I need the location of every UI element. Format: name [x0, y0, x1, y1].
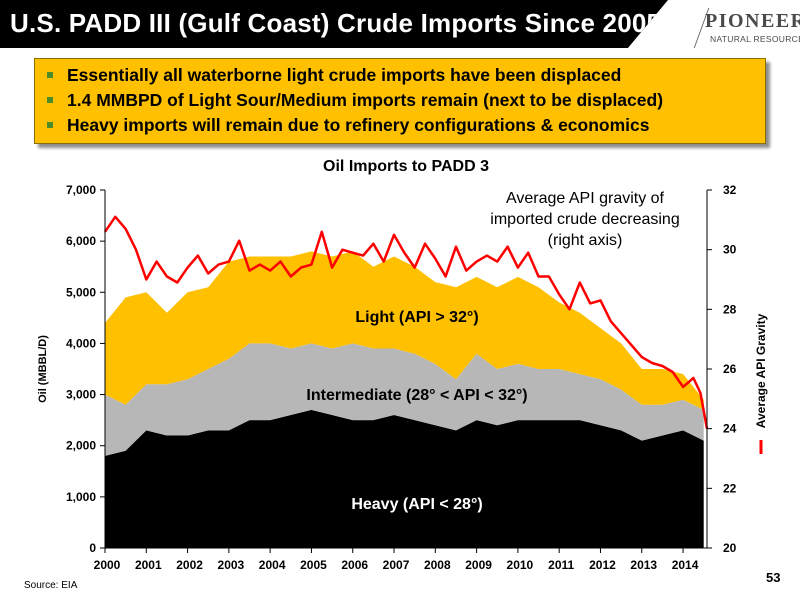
- label-intermediate: Intermediate (28° < API < 32°): [306, 387, 527, 404]
- x-tick-label: 2001: [135, 558, 162, 572]
- bullet-text: 1.4 MMBPD of Light Sour/Medium imports r…: [67, 90, 664, 110]
- bullet-square-icon: [47, 122, 53, 128]
- bullet-text: Heavy imports will remain due to refiner…: [67, 115, 650, 135]
- bullet-item: 1.4 MMBPD of Light Sour/Medium imports r…: [47, 88, 765, 113]
- bullet-item: Essentially all waterborne light crude i…: [47, 63, 765, 88]
- label-light: Light (API > 32°): [355, 309, 478, 326]
- y-tick-label: 4,000: [66, 336, 96, 350]
- x-tick-label: 2004: [259, 558, 286, 572]
- x-tick-label: 2008: [424, 558, 451, 572]
- logo-subtitle: NATURAL RESOURCES: [710, 34, 800, 44]
- x-tick-label: 2009: [465, 558, 492, 572]
- annotation-api-line1: Average API gravity of: [506, 190, 665, 207]
- series-line-api-gravity: [103, 215, 709, 429]
- x-tick-label: 2007: [383, 558, 410, 572]
- y-axis-title: Oil (MBBL/D): [37, 335, 49, 403]
- y-tick-label: 0: [89, 541, 96, 555]
- y2-tick-label: 32: [723, 183, 737, 197]
- x-tick-label: 2003: [218, 558, 245, 572]
- x-tick-label: 2013: [630, 558, 657, 572]
- key-points-box: Essentially all waterborne light crude i…: [34, 58, 766, 144]
- series-area-heavy: [105, 409, 704, 548]
- y2-tick-label: 22: [723, 481, 737, 495]
- annotation-api-line3: (right axis): [548, 232, 623, 249]
- x-tick-label: 2011: [548, 558, 574, 572]
- x-tick-label: 2012: [589, 558, 616, 572]
- logo-name: PIONEER: [705, 10, 800, 32]
- y2-tick-label: 24: [723, 422, 737, 436]
- x-tick-label: 2010: [507, 558, 534, 572]
- bullet-square-icon: [47, 72, 53, 78]
- x-tick-label: 2006: [341, 558, 368, 572]
- x-tick-label: 2014: [672, 558, 699, 572]
- x-tick-label: 2002: [176, 558, 203, 572]
- y-tick-label: 5,000: [66, 285, 96, 299]
- y-tick-label: 7,000: [66, 183, 96, 197]
- company-logo: PIONEER NATURAL RESOURCES: [682, 8, 800, 48]
- series-area-light: [105, 251, 704, 410]
- y2-tick-label: 28: [723, 302, 737, 316]
- y-tick-label: 6,000: [66, 234, 96, 248]
- bullet-square-icon: [47, 97, 53, 103]
- chart-title: Oil Imports to PADD 3: [323, 158, 489, 175]
- source-note: Source: EIA: [24, 580, 78, 591]
- bullet-text: Essentially all waterborne light crude i…: [67, 65, 622, 85]
- slide-title: U.S. PADD III (Gulf Coast) Crude Imports…: [10, 8, 662, 38]
- series-area-intermediate: [105, 343, 704, 456]
- y-tick-label: 2,000: [66, 439, 96, 453]
- y2-tick-label: 20: [723, 541, 737, 555]
- y2-tick-label: 30: [723, 243, 737, 257]
- title-bar: U.S. PADD III (Gulf Coast) Crude Imports…: [0, 0, 668, 48]
- y-tick-label: 1,000: [66, 490, 96, 504]
- annotation-api-line2: imported crude decreasing: [490, 211, 679, 228]
- bullet-item: Heavy imports will remain due to refiner…: [47, 113, 765, 138]
- x-tick-label: 2005: [300, 558, 327, 572]
- legend-label-api-gravity: Average API Gravity: [754, 313, 768, 428]
- y-tick-label: 3,000: [66, 388, 96, 402]
- page-number: 53: [766, 570, 781, 585]
- y2-tick-label: 26: [723, 362, 737, 376]
- label-heavy: Heavy (API < 28°): [351, 496, 482, 513]
- x-tick-label: 2000: [94, 558, 121, 572]
- bullet-list: Essentially all waterborne light crude i…: [35, 59, 765, 138]
